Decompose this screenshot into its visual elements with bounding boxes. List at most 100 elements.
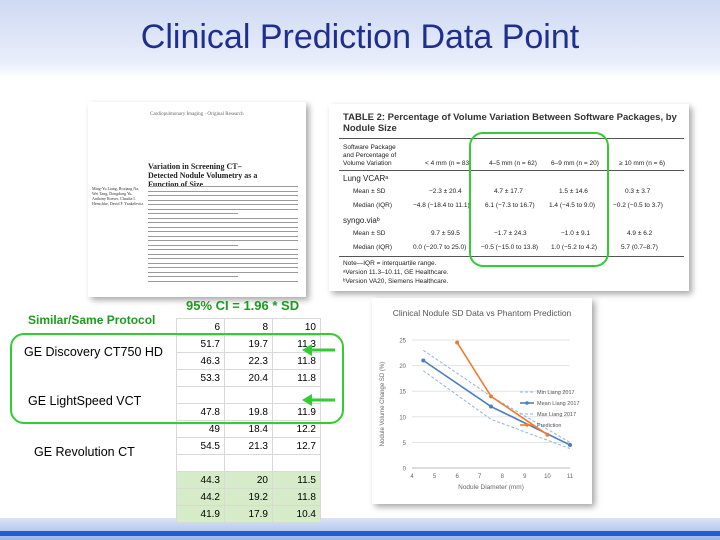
ci-label: 95% CI = 1.96 * SD: [186, 298, 300, 313]
table2-col-4: ≥ 10 mm (n = 6): [619, 160, 666, 167]
x-tick-label: 8: [501, 474, 505, 480]
paper-authors: Ming-Yu Liang, Boxiang Na, Wei Tang, Don…: [92, 186, 144, 206]
paper-text-line: [148, 222, 298, 223]
data-point: [489, 394, 493, 399]
table2-r1c3: 1.5 ± 14.6: [559, 188, 588, 195]
table2-col-1: < 4 mm (n = 83): [425, 160, 472, 167]
grid-cell: [176, 454, 225, 472]
y-tick-label: 20: [399, 364, 406, 370]
table2-r4c3: 1.0 (−5.2 to 4.2): [551, 244, 598, 251]
table2-r4c1: 0.0 (−20.7 to 25.0): [413, 244, 467, 251]
y-axis-label: Nodule Volume Change SD (%): [380, 362, 386, 446]
scanner-label-revolution: GE Revolution CT: [34, 445, 135, 459]
legend-label: Min Liang 2017: [537, 390, 575, 396]
table2-r2c1: −4.8 (−18.4 to 11.1): [413, 202, 470, 209]
table2-note-3: ᵇVersion VA20, Siemens Healthcare.: [343, 278, 449, 285]
table2-row3-label: Mean ± SD: [353, 230, 386, 237]
chart-panel: Clinical Nodule SD Data vs Phantom Predi…: [372, 298, 592, 504]
grid-header-row: 6 8 10: [176, 318, 321, 336]
grid-cell: 21.3: [224, 437, 273, 455]
paper-text-line: [148, 258, 298, 259]
scanner-label-discovery: GE Discovery CT750 HD: [24, 345, 163, 359]
paper-title: Variation in Screening CT–Detected Nodul…: [148, 162, 258, 189]
table2-note-2: ᵃVersion 11.3–10.11, GE Healthcare.: [343, 269, 449, 276]
legend-marker: [525, 423, 529, 427]
y-tick-label: 0: [403, 467, 407, 473]
paper-text-line: [148, 240, 298, 241]
paper-text-line: [148, 190, 298, 192]
table2-r3c1: 9.7 ± 59.5: [431, 230, 460, 237]
table-row: 54.5 21.3 12.7: [176, 437, 321, 455]
table2-r3c4: 4.9 ± 6.2: [627, 230, 653, 237]
table2-r1c1: −2.3 ± 20.4: [429, 188, 462, 195]
paper-text-line: [148, 244, 238, 246]
data-point: [421, 358, 426, 363]
y-tick-label: 25: [399, 339, 406, 345]
table2-image: TABLE 2: Percentage of Volume Variation …: [329, 104, 689, 291]
legend-label: Max Liang 2017: [537, 412, 576, 418]
table2-r1c2: 4.7 ± 17.7: [494, 188, 523, 195]
paper-thumbnail: Cardiopulmonary Imaging · Original Resea…: [88, 102, 306, 297]
paper-header: Cardiopulmonary Imaging · Original Resea…: [150, 112, 244, 117]
scanner-label-lightspeed: GE LightSpeed VCT: [28, 394, 142, 408]
table2-group1: Lung VCARᵃ: [343, 174, 389, 183]
x-tick-label: 11: [567, 474, 574, 480]
paper-text-line: [148, 235, 298, 237]
paper-text-line: [148, 276, 238, 277]
table2-r3c3: −1.0 ± 9.1: [561, 230, 591, 237]
paper-text-line: [148, 262, 298, 264]
table-row: 41.9 17.9 10.4: [176, 505, 321, 523]
table2-highlight: [469, 132, 609, 267]
x-tick-label: 5: [433, 474, 437, 480]
sd-data-grid: 6 8 10 51.7 19.7 11.3 46.3 22.3 11.8 53.3 20.4 1…: [176, 318, 321, 523]
grid-cell: 44.3: [176, 471, 225, 489]
x-tick-label: 10: [544, 474, 551, 480]
table2-note-1: Note—IQR = interquartile range.: [343, 260, 437, 267]
legend-label: Prediction: [537, 423, 561, 429]
table2-col-3: 6–9 mm (n = 20): [551, 160, 599, 167]
grid-cell: [272, 454, 321, 472]
table-row: [176, 386, 321, 404]
table-row: [176, 454, 321, 472]
data-point: [568, 442, 572, 447]
series-line: [422, 370, 571, 450]
table2-group2: syngo.viaᵇ: [343, 216, 380, 225]
protocol-label: Similar/Same Protocol: [28, 313, 156, 327]
arrow-icons: [302, 344, 335, 406]
data-point: [545, 432, 550, 437]
top-band: [0, 0, 720, 78]
y-tick-label: 10: [399, 415, 406, 421]
table-row: 44.3 20 11.5: [176, 471, 321, 489]
paper-text-line: [148, 280, 298, 282]
grid-cell: 12.7: [272, 437, 321, 455]
grid-cell: 17.9: [224, 505, 273, 523]
paper-text-line: [148, 249, 298, 250]
table2-row2-label: Median (IQR): [353, 202, 393, 209]
grid-cell: [224, 454, 273, 472]
paper-text-line: [148, 231, 298, 232]
left-arrow-icon: [302, 394, 335, 406]
grid-cell: 11.5: [272, 471, 321, 489]
x-tick-label: 7: [478, 474, 482, 480]
legend-marker: [525, 401, 529, 405]
table-row: 53.3 20.4 11.8: [176, 369, 321, 387]
table2-r4c4: 5.7 (0.7–8.7): [621, 244, 658, 251]
data-point: [489, 404, 493, 409]
paper-text-line: [148, 195, 298, 196]
grid-cell: 44.2: [176, 488, 225, 506]
sd-chart: Clinical Nodule SD Data vs Phantom Predi…: [380, 308, 580, 491]
paper-text-line: [148, 208, 298, 210]
grid-cell: 20: [224, 471, 273, 489]
grid-cell: 10.4: [272, 505, 321, 523]
paper-text-line: [148, 226, 298, 228]
paper-text-line: [148, 253, 298, 255]
bottom-band: [0, 518, 720, 540]
table2-title: TABLE 2: Percentage of Volume Variation …: [343, 112, 677, 134]
bottom-band-stripe: [0, 531, 720, 536]
chart-title: Clinical Nodule SD Data vs Phantom Predi…: [393, 308, 572, 318]
data-point: [455, 340, 460, 345]
table2-r4c2: −0.5 (−15.0 to 13.8): [481, 244, 539, 251]
y-tick-label: 15: [399, 390, 406, 396]
table2-r2c3: 1.4 (−4.5 to 9.0): [549, 202, 596, 209]
paper-text-line: [148, 217, 298, 219]
